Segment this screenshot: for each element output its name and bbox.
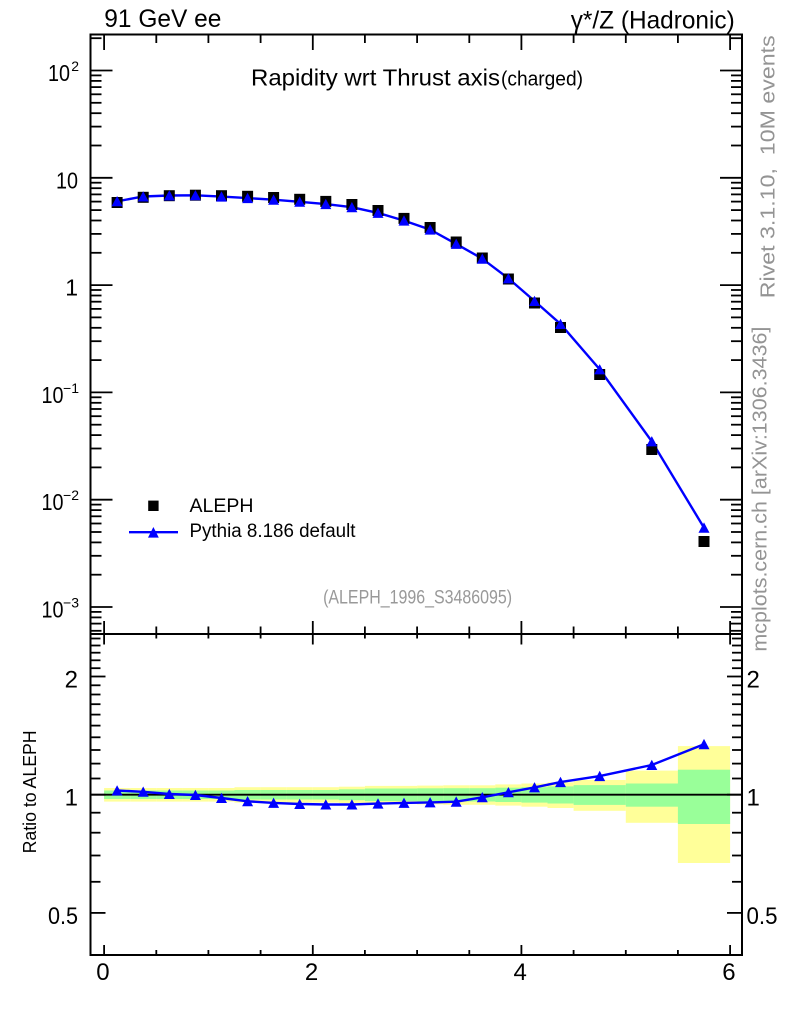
svg-text:2: 2 (65, 667, 78, 694)
svg-text:10: 10 (42, 597, 64, 623)
svg-text:(ALEPH_1996_S3486095): (ALEPH_1996_S3486095) (323, 588, 512, 609)
svg-text:Rapidity wrt Thrust axis: Rapidity wrt Thrust axis (251, 64, 500, 90)
svg-text:0.5: 0.5 (747, 903, 778, 930)
svg-text:−2: −2 (63, 487, 79, 503)
svg-text:Rivet 3.1.10, 10M events: Rivet 3.1.10, 10M events (758, 35, 780, 298)
svg-text:(charged): (charged) (501, 67, 583, 90)
svg-text:1: 1 (65, 275, 78, 301)
svg-text:10: 10 (42, 382, 64, 408)
svg-text:0: 0 (96, 959, 109, 986)
svg-text:ALEPH: ALEPH (190, 496, 254, 517)
svg-text:2: 2 (747, 667, 760, 694)
svg-text:10: 10 (42, 489, 64, 515)
svg-text:γ*/Z (Hadronic): γ*/Z (Hadronic) (571, 6, 735, 34)
svg-text:4: 4 (514, 959, 527, 986)
svg-text:mcplots.cern.ch [arXiv:1306.34: mcplots.cern.ch [arXiv:1306.3436] (750, 327, 772, 652)
svg-text:Pythia 8.186 default: Pythia 8.186 default (190, 521, 357, 542)
svg-text:10: 10 (56, 167, 78, 193)
svg-text:6: 6 (722, 959, 735, 986)
svg-text:1: 1 (747, 785, 760, 812)
svg-text:−1: −1 (63, 380, 79, 396)
svg-text:10: 10 (48, 60, 70, 86)
svg-text:Ratio to ALEPH: Ratio to ALEPH (20, 730, 40, 853)
svg-text:2: 2 (305, 959, 318, 986)
svg-text:1: 1 (65, 785, 78, 812)
svg-text:−3: −3 (63, 595, 79, 611)
svg-text:2: 2 (71, 58, 79, 74)
svg-text:91 GeV ee: 91 GeV ee (104, 5, 221, 33)
svg-text:0.5: 0.5 (48, 903, 78, 930)
